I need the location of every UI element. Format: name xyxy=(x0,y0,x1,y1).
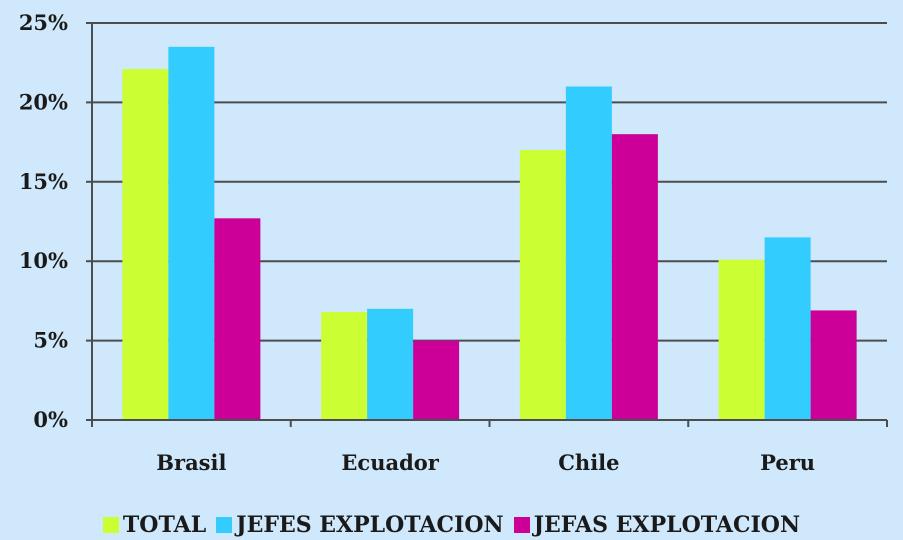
bar-chile-1 xyxy=(566,87,612,420)
legend-label-jefes: JEFES EXPLOTACION xyxy=(236,512,503,538)
legend: TOTAL JEFES EXPLOTACION JEFAS EXPLOTACIO… xyxy=(0,510,903,540)
legend-item-jefas: JEFAS EXPLOTACION xyxy=(514,512,800,538)
y-tick-label: 15% xyxy=(19,169,68,194)
y-tick-label: 5% xyxy=(33,328,68,353)
x-tick-label: Peru xyxy=(760,450,815,475)
bar-chile-2 xyxy=(612,134,658,420)
y-tick-label: 0% xyxy=(33,407,68,432)
bar-ecuador-0 xyxy=(321,312,367,420)
x-tick-label: Chile xyxy=(558,450,619,475)
bar-ecuador-2 xyxy=(413,341,459,420)
bar-brasil-0 xyxy=(122,69,168,420)
legend-label-jefas: JEFAS EXPLOTACION xyxy=(534,512,800,538)
legend-swatch-jefas xyxy=(514,517,530,533)
bar-peru-1 xyxy=(765,237,811,420)
legend-label-total: TOTAL xyxy=(123,512,206,538)
y-tick-label: 20% xyxy=(19,89,68,114)
legend-item-total: TOTAL xyxy=(103,512,206,538)
bar-chile-0 xyxy=(520,150,566,420)
x-tick-label: Ecuador xyxy=(341,450,439,475)
bar-peru-2 xyxy=(811,310,857,420)
y-tick-label: 25% xyxy=(19,10,68,35)
bar-peru-0 xyxy=(719,260,765,420)
bar-brasil-1 xyxy=(168,47,214,420)
bar-ecuador-1 xyxy=(367,309,413,420)
bar-chart-svg: 0% 5% 10% 15% 20% 25% Brasil Ecuador Chile Peru xyxy=(0,0,903,510)
legend-swatch-jefes xyxy=(216,517,232,533)
legend-item-jefes: JEFES EXPLOTACION xyxy=(216,512,503,538)
x-tick-label: Brasil xyxy=(156,450,226,475)
bar-brasil-2 xyxy=(214,218,260,420)
legend-swatch-total xyxy=(103,517,119,533)
y-tick-label: 10% xyxy=(19,248,68,273)
